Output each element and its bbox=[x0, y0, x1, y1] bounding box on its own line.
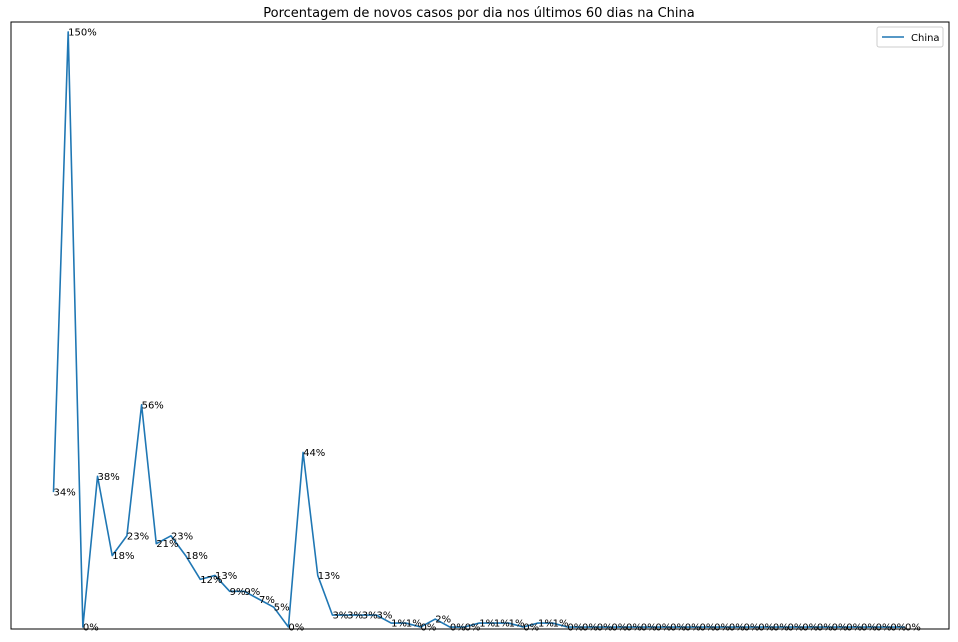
data-label: 21% bbox=[156, 539, 178, 550]
data-label: 150% bbox=[68, 27, 97, 38]
data-label: 34% bbox=[54, 488, 76, 499]
data-label: 1% bbox=[509, 619, 525, 630]
data-label: 0% bbox=[773, 623, 789, 634]
data-label: 0% bbox=[890, 623, 906, 634]
data-label: 3% bbox=[332, 611, 348, 622]
data-label: 0% bbox=[758, 623, 774, 634]
data-label: 0% bbox=[744, 623, 760, 634]
data-label: 0% bbox=[817, 623, 833, 634]
data-label: 0% bbox=[832, 623, 848, 634]
data-label: 7% bbox=[259, 595, 275, 606]
data-label: 23% bbox=[127, 531, 149, 542]
data-label: 13% bbox=[318, 571, 340, 582]
data-label: 44% bbox=[303, 448, 325, 459]
data-label: 0% bbox=[626, 623, 642, 634]
data-label: 9% bbox=[230, 587, 246, 598]
data-label: 56% bbox=[142, 400, 164, 411]
data-label: 1% bbox=[553, 619, 569, 630]
data-label: 0% bbox=[846, 623, 862, 634]
data-label: 1% bbox=[391, 619, 407, 630]
chart-title: Porcentagem de novos casos por dia nos ú… bbox=[263, 6, 694, 21]
data-label: 0% bbox=[567, 623, 583, 634]
data-label: 0% bbox=[611, 623, 627, 634]
data-label: 0% bbox=[450, 623, 466, 634]
data-label: 18% bbox=[112, 551, 134, 562]
legend-label-china: China bbox=[911, 33, 940, 44]
data-label: 0% bbox=[802, 623, 818, 634]
data-label: 5% bbox=[274, 603, 290, 614]
data-label: 0% bbox=[788, 623, 804, 634]
data-label: 0% bbox=[685, 623, 701, 634]
data-label: 0% bbox=[729, 623, 745, 634]
data-label: 0% bbox=[83, 623, 99, 634]
data-label: 0% bbox=[523, 623, 539, 634]
plot-frame bbox=[10, 21, 950, 630]
legend: China bbox=[876, 26, 944, 48]
data-label: 0% bbox=[861, 623, 877, 634]
data-label: 0% bbox=[670, 623, 686, 634]
data-label: 12% bbox=[200, 575, 222, 586]
data-label: 13% bbox=[215, 571, 237, 582]
data-label: 1% bbox=[479, 619, 495, 630]
data-label: 3% bbox=[347, 611, 363, 622]
data-label: 0% bbox=[714, 623, 730, 634]
data-label: 0% bbox=[421, 623, 437, 634]
series-layer bbox=[52, 31, 905, 628]
data-label: 18% bbox=[186, 551, 208, 562]
data-label: 0% bbox=[465, 623, 481, 634]
data-label: 0% bbox=[597, 623, 613, 634]
data-label: 0% bbox=[905, 623, 921, 634]
data-label: 3% bbox=[376, 611, 392, 622]
data-label: 1% bbox=[494, 619, 510, 630]
data-label: 0% bbox=[288, 623, 304, 634]
legend-box bbox=[876, 26, 944, 48]
data-label: 0% bbox=[641, 623, 657, 634]
data-label: 0% bbox=[655, 623, 671, 634]
data-label: 1% bbox=[538, 619, 554, 630]
data-label: 0% bbox=[699, 623, 715, 634]
data-labels: 34%150%0%38%18%23%56%21%23%18%12%13%9%9%… bbox=[54, 27, 921, 633]
data-label: 23% bbox=[171, 531, 193, 542]
data-label: 38% bbox=[98, 472, 120, 483]
data-label: 3% bbox=[362, 611, 378, 622]
data-label: 2% bbox=[435, 615, 451, 626]
data-label: 0% bbox=[876, 623, 892, 634]
data-label: 0% bbox=[582, 623, 598, 634]
data-label: 1% bbox=[406, 619, 422, 630]
data-label: 9% bbox=[244, 587, 260, 598]
series-line-china bbox=[52, 31, 905, 628]
